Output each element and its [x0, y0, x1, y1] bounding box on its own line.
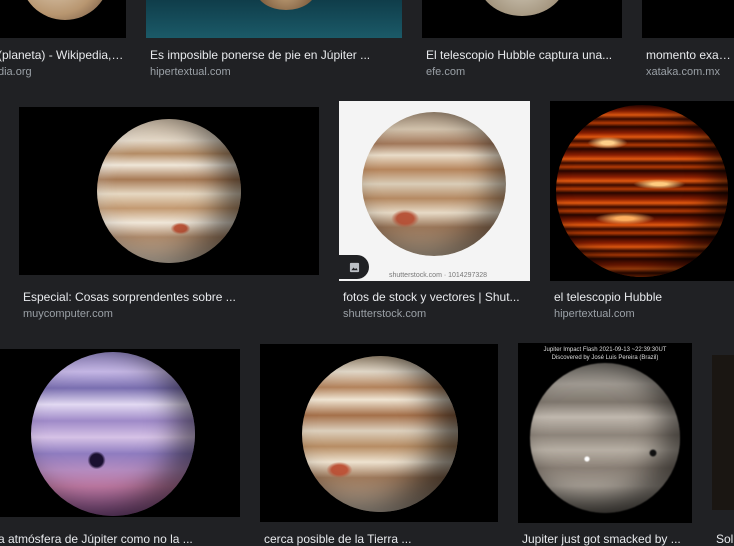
- result-thumbnail[interactable]: Jupiter Impact Flash 2021-09-13 ~22:39:3…: [518, 343, 692, 523]
- image-caption: Jupiter Impact Flash 2021-09-13 ~22:39:3…: [543, 347, 667, 353]
- result-thumbnail[interactable]: [712, 355, 734, 510]
- jupiter-image: [256, 0, 316, 10]
- result-title[interactable]: fotos de stock y vectores | Shut...: [343, 290, 520, 304]
- jupiter-image: [362, 112, 506, 256]
- result-thumbnail[interactable]: [19, 107, 319, 275]
- result-title[interactable]: (planeta) - Wikipedia, l...: [0, 48, 126, 62]
- result-thumbnail[interactable]: [642, 0, 734, 38]
- jupiter-image: [97, 119, 241, 263]
- result-source: dia.org: [0, 66, 32, 78]
- jupiter-image: [556, 105, 728, 277]
- result-title[interactable]: Es imposible ponerse de pie en Júpiter .…: [150, 48, 371, 62]
- result-thumbnail[interactable]: [422, 0, 622, 38]
- result-title[interactable]: Especial: Cosas sorprendentes sobre ...: [23, 290, 236, 304]
- result-source: hipertextual.com: [554, 308, 635, 320]
- result-thumbnail[interactable]: [550, 101, 734, 281]
- jupiter-image: [31, 352, 195, 516]
- result-thumbnail[interactable]: [146, 0, 402, 38]
- result-source: efe.com: [426, 66, 466, 78]
- result-source: xataka.com.mx: [646, 66, 720, 78]
- result-thumbnail[interactable]: [0, 0, 126, 38]
- result-title[interactable]: el telescopio Hubble: [554, 290, 663, 304]
- result-source: muycomputer.com: [23, 308, 113, 320]
- result-title[interactable]: a atmósfera de Júpiter como no la ...: [0, 532, 193, 546]
- jupiter-image: [477, 0, 567, 16]
- result-title[interactable]: momento exacto: [646, 48, 734, 62]
- jupiter-image: [530, 363, 680, 513]
- result-thumbnail[interactable]: [260, 344, 498, 522]
- jupiter-image: [302, 356, 458, 512]
- image-icon: [349, 262, 359, 272]
- image-badge: [339, 255, 369, 279]
- result-title[interactable]: El telescopio Hubble captura una...: [426, 48, 613, 62]
- result-title[interactable]: cerca posible de la Tierra ...: [264, 532, 412, 546]
- result-source: hipertextual.com: [150, 66, 231, 78]
- image-caption-sub: Discovered by José Luis Pereira (Brazil): [551, 355, 659, 361]
- result-title[interactable]: Sol: [716, 532, 734, 546]
- result-thumbnail[interactable]: shutterstock.com · 1014297328: [339, 101, 530, 281]
- result-thumbnail[interactable]: [0, 349, 240, 517]
- result-title[interactable]: Jupiter just got smacked by ...: [522, 532, 681, 546]
- jupiter-image: [20, 0, 110, 20]
- watermark-text: shutterstock.com · 1014297328: [389, 272, 488, 279]
- result-source: shutterstock.com: [343, 308, 427, 320]
